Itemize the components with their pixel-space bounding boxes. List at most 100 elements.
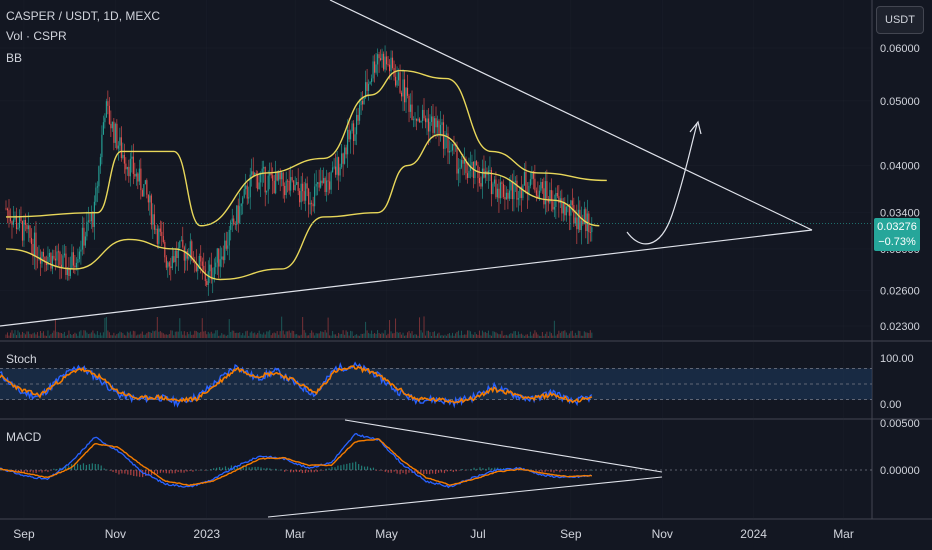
candle-body [105,101,107,118]
candle-body [580,220,582,231]
currency-button[interactable]: USDT [876,6,924,34]
volume-bar [20,334,22,338]
candle-body [35,232,37,257]
volume-bar [314,335,316,338]
candle-body [141,190,143,197]
volume-bar [466,330,468,338]
candle-body [436,120,439,128]
volume-bar [417,335,419,338]
candle-body [338,157,340,176]
candle-body [125,163,127,170]
macd-hist-bar [50,470,52,471]
candle-body [171,256,173,269]
volume-bar [475,334,477,338]
volume-bar [366,330,368,338]
candle-body [80,249,82,252]
candle-body [508,190,510,199]
volume-bar [426,330,428,338]
macd-hist-bar [284,470,286,472]
volume-bar [553,320,555,338]
volume-bar [573,335,575,338]
macd-hist-bar [14,470,16,472]
volume-bar [122,333,124,338]
volume-bar [432,332,434,338]
macd-hist-bar [236,466,238,470]
macd-hist-bar [458,470,460,471]
macd-trendline-upper [344,419,663,473]
volume-indicator-label[interactable]: Vol · CSPR [6,29,67,43]
candle-body [122,154,124,158]
volume-bar [44,335,46,338]
macd-hist-bar [85,464,88,470]
volume-bar [519,334,521,338]
candle-body [369,81,371,84]
candle-body [324,178,326,193]
macd-hist-bar [221,467,224,470]
macd-hist-bar [201,469,203,471]
bollinger-bands-label[interactable]: BB [6,51,23,65]
candle-body [222,256,224,261]
volume-bar [60,332,62,338]
macd-hist-bar [432,470,434,474]
macd-hist-bar [588,469,591,471]
macd-hist-bar [53,468,55,470]
volume-bar [339,334,341,338]
volume-bar [114,335,116,338]
volume-bar [324,330,326,338]
stoch-pane-label[interactable]: Stoch [6,352,37,366]
candle-body [153,214,155,230]
candle-body [48,252,50,257]
candle-body [41,251,43,264]
volume-bar [580,335,582,338]
macd-hist-bar [363,466,366,470]
macd-hist-bar [479,467,481,470]
candle-body [402,79,404,97]
candle-body [173,256,175,263]
volume-bar [50,334,52,338]
volume-bar [345,330,347,338]
macd-hist-bar [266,467,268,470]
volume-bar [53,330,55,338]
candle-body [275,172,277,194]
volume-bar [15,335,17,338]
volume-bar [543,335,545,338]
candle-body [258,182,260,190]
macd-hist-bar [139,470,141,477]
macd-hist-bar [227,467,230,470]
macd-hist-bar [76,463,79,470]
macd-hist-bar [97,464,99,470]
candle-body [314,186,316,207]
macd-pane-label[interactable]: MACD [6,430,42,444]
candle-body [432,116,434,133]
volume-bar [153,331,155,338]
candle-body [140,168,142,191]
volume-bar [425,335,427,338]
candle-body [523,171,525,186]
volume-bar [423,316,425,338]
candle-body [456,145,458,174]
volume-bar [192,334,194,338]
volume-bar [80,330,82,338]
candle-body [460,160,463,168]
time-tick-label: Nov [652,527,673,541]
candle-body [496,188,498,198]
volume-bar [92,330,94,338]
volume-bar [77,335,79,338]
volume-bar [305,332,307,338]
candle-body [126,166,128,170]
candle-body [384,56,386,70]
price-tick-label: 0.03400 [880,208,920,220]
volume-bar [158,331,160,338]
candle-body [9,217,12,222]
volume-bar [463,334,465,338]
macd-hist-bar [414,470,416,474]
volume-bar [209,333,211,338]
macd-hist-bar [136,470,138,477]
volume-bar [356,334,358,338]
volume-bar [279,331,281,338]
macd-hist-bar [44,470,46,472]
candle-body [381,53,383,61]
macd-hist-bar [59,467,61,470]
macd-tick-label: 0.00000 [880,465,920,477]
